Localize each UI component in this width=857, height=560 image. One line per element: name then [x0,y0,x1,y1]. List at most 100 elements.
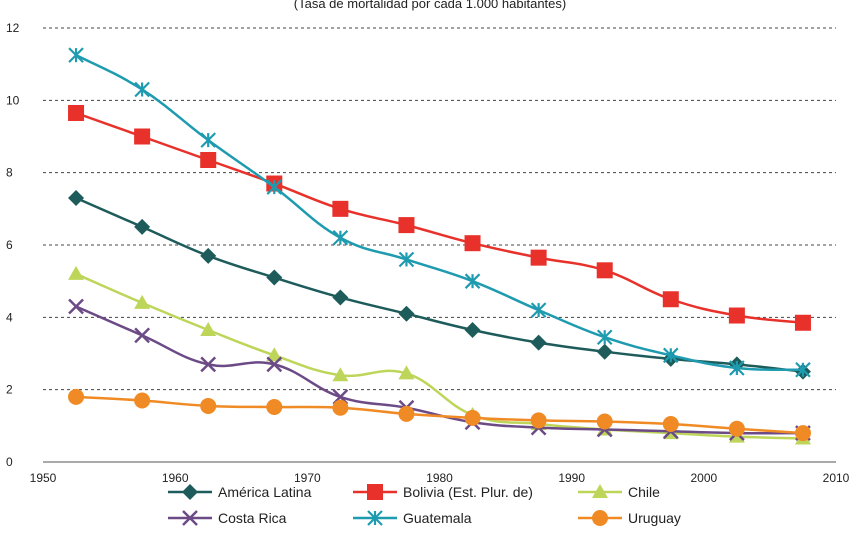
x-tick-label: 1990 [558,471,585,485]
data-point [332,289,349,306]
series-4 [68,47,811,378]
legend-marker [592,484,608,498]
data-point [530,412,547,429]
data-point [398,305,415,322]
legend-marker [592,510,608,526]
data-point [596,262,613,279]
chart-title-text: (Tasa de mortalidad por cada 1.000 habit… [294,0,566,11]
data-point [266,269,283,286]
data-point [729,360,745,376]
y-tick-label: 12 [6,21,20,35]
legend-item: Bolivia (Est. Plur. de) [353,484,533,500]
y-tick-label: 8 [6,166,13,180]
y-tick-label: 0 [6,455,13,469]
legend-item: América Latina [168,484,312,500]
data-point [596,329,613,346]
data-point [200,132,216,148]
data-point [794,425,811,442]
legend-marker [182,510,198,526]
legend-label: América Latina [218,484,312,500]
legend-item: Costa Rica [168,510,287,526]
x-tick-label: 1980 [426,471,453,485]
data-point [134,81,150,98]
data-point [464,321,481,338]
y-tick-label: 10 [6,93,20,107]
series-line [75,395,804,435]
legend-label: Uruguay [628,510,681,526]
data-point [200,247,217,264]
data-point [266,356,283,373]
data-point [266,179,283,195]
data-point [398,217,415,234]
data-point [332,399,349,416]
series-line [75,54,803,372]
data-point [464,409,481,426]
data-point [530,334,547,351]
data-point [134,294,151,309]
legend-label: Chile [628,484,660,500]
data-point [68,265,85,280]
legend-marker [367,484,383,500]
data-point [266,399,283,416]
legend-label: Costa Rica [218,510,287,526]
series-line [75,196,804,373]
data-point [596,413,613,430]
legend-item: Uruguay [578,510,681,526]
y-tick-label: 4 [6,310,13,324]
legend-label: Guatemala [403,510,472,526]
series-layer [68,47,811,445]
data-point [134,218,151,235]
data-point [663,347,679,364]
y-tick-label: 2 [6,383,13,397]
legend: América Latina Bolivia (Est. Plur. de) Chi… [168,484,681,526]
data-point [662,416,679,433]
series-line [75,305,803,435]
x-tick-label: 1970 [294,471,321,485]
data-point [794,314,811,331]
data-point [728,420,745,437]
series-0 [68,189,811,380]
data-point [464,273,481,289]
data-point [332,200,349,217]
data-point [134,327,151,344]
data-point [464,235,481,252]
chart-title: (Tasa de mortalidad por cada 1.000 habit… [294,0,566,11]
series-3 [68,298,811,441]
x-tick-label: 1960 [162,471,189,485]
data-point [398,251,415,268]
legend-item: Guatemala [353,510,472,526]
axes: 0 2 4 6 8 10 12 1950 1960 1970 1980 1990 2000 2010 [6,21,850,485]
legend-item: Chile [578,484,660,500]
legend-marker [367,510,383,526]
data-point [68,47,84,63]
series-1 [68,104,811,331]
data-point [68,104,85,121]
data-point [332,229,349,246]
data-point [200,356,217,373]
legend-marker [182,484,198,500]
data-point [795,361,811,378]
data-point [728,307,745,324]
data-point [68,189,85,206]
data-point [200,152,217,169]
gridlines [43,27,836,391]
data-point [596,343,613,360]
data-point [200,321,217,336]
data-point [398,405,415,422]
series-line [75,272,803,440]
data-point [332,367,349,382]
data-point [398,365,415,380]
data-point [266,347,283,362]
series-5 [68,388,811,442]
y-tick-label: 6 [6,238,13,252]
x-tick-label: 2010 [823,471,850,485]
data-point [200,397,217,414]
x-tick-label: 1950 [30,471,57,485]
data-point [134,392,151,409]
data-point [662,291,679,308]
x-tick-label: 2000 [690,471,717,485]
data-point [68,298,84,315]
series-line [75,111,804,325]
legend-label: Bolivia (Est. Plur. de) [403,484,533,500]
